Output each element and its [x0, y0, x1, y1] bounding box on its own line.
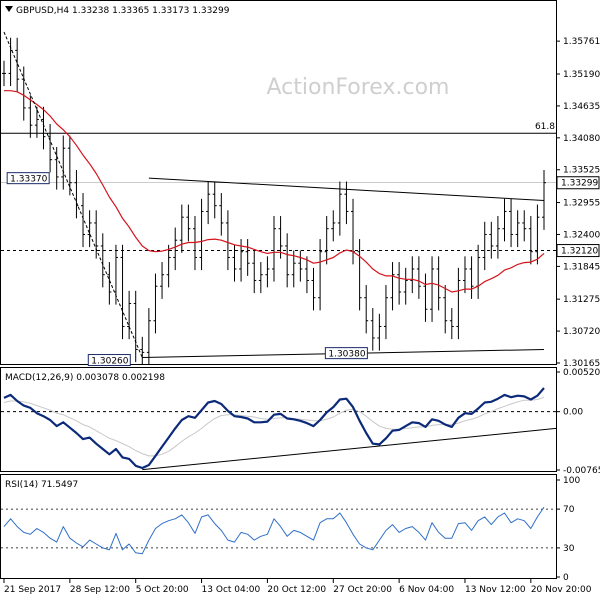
xtick-label: 13 Nov 12:00	[465, 585, 526, 595]
price-header: GBPUSD,H4 1.33238 1.33365 1.33173 1.3329…	[16, 6, 230, 16]
rsi-ytick-label: 30	[563, 544, 575, 554]
xtick-label: 20 Oct 12:00	[267, 585, 326, 595]
price-ytick-label: 1.30165	[563, 359, 600, 369]
price-annotation-label: 1.33370	[10, 175, 47, 185]
price-annotation-box	[324, 347, 368, 360]
price-ytick-label: 1.34635	[563, 102, 600, 112]
xtick-label: 6 Nov 04:00	[399, 585, 454, 595]
price-ytick-label: 1.30720	[563, 327, 600, 337]
macd-ytick-label: -0.007657	[563, 466, 600, 476]
price-layer: 61.8 1.33370 1.30260 1.30380	[1, 31, 556, 367]
rsi-panel-frame	[0, 474, 557, 579]
current-price-box	[556, 176, 600, 190]
price-annotation-label: 1.30260	[91, 357, 128, 367]
xtick-label: 28 Sep 12:00	[70, 585, 130, 595]
xtick-label: 20 Nov 20:00	[531, 585, 592, 595]
macd-ytick-label: 0.005205	[563, 368, 600, 378]
xtick-label: 13 Oct 04:00	[202, 585, 261, 595]
macd-line	[3, 387, 545, 470]
macd-header: MACD(12,26,9) 0.003078 0.002198	[5, 373, 165, 383]
rsi-line	[3, 506, 545, 555]
trendline	[148, 177, 545, 202]
xtick-label: 5 Oct 20:00	[136, 585, 189, 595]
level-price-label: 1.32120	[561, 247, 598, 257]
price-ytick-label: 1.35190	[563, 70, 600, 80]
price-annotation-box	[87, 354, 131, 367]
macd-layer	[1, 387, 557, 471]
axis-layer: 1.35761 1.35190 1.34635 1.34080 1.33525 1.329…	[3, 37, 600, 595]
rsi-ytick-label: 0	[563, 573, 569, 583]
fib-level-label: 61.8	[535, 122, 555, 132]
price-ytick-label: 1.31275	[563, 295, 600, 305]
macd-panel-frame	[0, 367, 557, 472]
rsi-ytick-label: 70	[563, 505, 575, 515]
current-price-label: 1.33299	[561, 179, 598, 189]
macd-trendline	[142, 427, 557, 471]
rsi-ytick-label: 100	[563, 476, 580, 486]
xtick-label: 21 Sep 2017	[4, 585, 61, 595]
trendline	[3, 31, 143, 358]
price-ytick-label: 1.32400	[563, 230, 600, 240]
rsi-header: RSI(14) 71.5497	[5, 480, 78, 490]
xtick-label: 27 Oct 20:00	[333, 585, 392, 595]
price-ytick-label: 1.33525	[563, 166, 600, 176]
rsi-layer	[1, 506, 556, 555]
price-annotation-box	[6, 172, 50, 185]
price-ytick-label: 1.34080	[563, 134, 600, 144]
price-ytick-label: 1.32955	[563, 199, 600, 209]
price-ytick-label: 1.35761	[563, 37, 600, 47]
price-annotation-label: 1.30380	[328, 350, 365, 360]
level-price-box	[556, 244, 600, 258]
price-ytick-label: 1.31845	[563, 262, 600, 272]
watermark: ActionForex.com	[267, 75, 450, 100]
collapse-triangle-icon[interactable]	[5, 6, 13, 12]
macd-ytick-label: 0.00	[563, 408, 583, 418]
ema-line	[4, 90, 545, 293]
